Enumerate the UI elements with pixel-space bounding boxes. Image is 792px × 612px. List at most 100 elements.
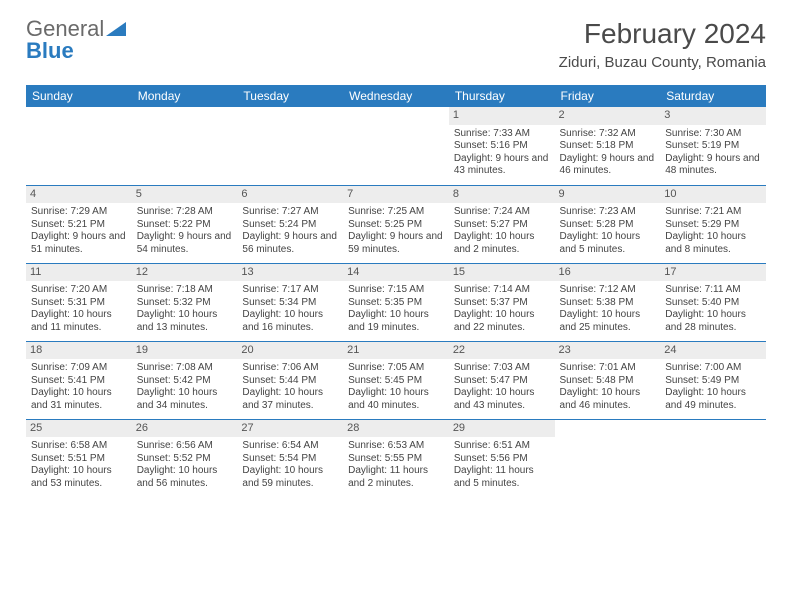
- daylight-text: Daylight: 10 hours and 53 minutes.: [30, 465, 128, 490]
- daylight-text: Daylight: 10 hours and 43 minutes.: [453, 387, 551, 412]
- calendar-day-cell: 10 Sunrise: 7:21 AMSunset: 5:29 PMDayligh…: [660, 185, 766, 263]
- daylight-text: Daylight: 9 hours and 59 minutes.: [347, 231, 445, 256]
- sunrise-text: Sunrise: 7:17 AM: [241, 284, 339, 297]
- weekday-header: Wednesday: [343, 85, 449, 107]
- sunrise-text: Sunrise: 6:53 AM: [347, 440, 445, 453]
- calendar-week-row: 11Sunrise: 7:20 AMSunset: 5:31 PMDayligh…: [26, 263, 766, 341]
- sunset-text: Sunset: 5:54 PM: [241, 453, 339, 466]
- sunrise-text: Sunrise: 7:24 AM: [453, 206, 551, 219]
- calendar-day-cell: 4Sunrise: 7:29 AMSunset: 5:21 PMDaylight…: [26, 185, 132, 263]
- calendar-day-cell: 5Sunrise: 7:28 AMSunset: 5:22 PMDaylight…: [132, 185, 238, 263]
- daylight-text: Daylight: 11 hours and 2 minutes.: [347, 465, 445, 490]
- sunrise-text: Sunrise: 7:29 AM: [30, 206, 128, 219]
- day-number: 10: [660, 186, 766, 204]
- calendar-week-row: 25Sunrise: 6:58 AMSunset: 5:51 PMDayligh…: [26, 419, 766, 497]
- daylight-text: Daylight: 10 hours and 40 minutes.: [347, 387, 445, 412]
- day-number: 2: [555, 107, 661, 125]
- sunset-text: Sunset: 5:21 PM: [30, 219, 128, 232]
- sunset-text: Sunset: 5:24 PM: [241, 219, 339, 232]
- weekday-header: Monday: [132, 85, 238, 107]
- sunset-text: Sunset: 5:42 PM: [136, 375, 234, 388]
- logo-text-blue: Blue: [26, 38, 74, 63]
- logo: General Blue: [26, 18, 128, 62]
- sunset-text: Sunset: 5:51 PM: [30, 453, 128, 466]
- day-number: 8: [449, 186, 555, 204]
- daylight-text: Daylight: 9 hours and 48 minutes.: [664, 153, 762, 178]
- day-number: 18: [26, 342, 132, 360]
- sunset-text: Sunset: 5:56 PM: [453, 453, 551, 466]
- calendar-day-cell: 19Sunrise: 7:08 AMSunset: 5:42 PMDayligh…: [132, 341, 238, 419]
- day-number: 9: [555, 186, 661, 204]
- day-number: 5: [132, 186, 238, 204]
- calendar-week-row: 1Sunrise: 7:33 AMSunset: 5:16 PMDaylight…: [26, 107, 766, 185]
- calendar-day-cell: 26Sunrise: 6:56 AMSunset: 5:52 PMDayligh…: [132, 419, 238, 497]
- sunrise-text: Sunrise: 7:01 AM: [559, 362, 657, 375]
- sunrise-text: Sunrise: 7:23 AM: [559, 206, 657, 219]
- sunrise-text: Sunrise: 7:00 AM: [664, 362, 762, 375]
- sunset-text: Sunset: 5:28 PM: [559, 219, 657, 232]
- sunset-text: Sunset: 5:27 PM: [453, 219, 551, 232]
- calendar-day-cell: 23Sunrise: 7:01 AMSunset: 5:48 PMDayligh…: [555, 341, 661, 419]
- calendar-day-cell: 25Sunrise: 6:58 AMSunset: 5:51 PMDayligh…: [26, 419, 132, 497]
- calendar-day-cell: 28Sunrise: 6:53 AMSunset: 5:55 PMDayligh…: [343, 419, 449, 497]
- logo-triangle-icon: [106, 20, 128, 38]
- calendar-day-cell: 6Sunrise: 7:27 AMSunset: 5:24 PMDaylight…: [237, 185, 343, 263]
- daylight-text: Daylight: 9 hours and 46 minutes.: [559, 153, 657, 178]
- calendar-day-cell: 1Sunrise: 7:33 AMSunset: 5:16 PMDaylight…: [449, 107, 555, 185]
- calendar-day-cell: 3Sunrise: 7:30 AMSunset: 5:19 PMDaylight…: [660, 107, 766, 185]
- calendar-day-cell: 9Sunrise: 7:23 AMSunset: 5:28 PMDaylight…: [555, 185, 661, 263]
- sunset-text: Sunset: 5:55 PM: [347, 453, 445, 466]
- sunrise-text: Sunrise: 6:54 AM: [241, 440, 339, 453]
- calendar-day-cell: [26, 107, 132, 185]
- daylight-text: Daylight: 10 hours and 46 minutes.: [559, 387, 657, 412]
- day-number: 22: [449, 342, 555, 360]
- sunset-text: Sunset: 5:48 PM: [559, 375, 657, 388]
- weekday-header: Tuesday: [237, 85, 343, 107]
- day-number: 24: [660, 342, 766, 360]
- daylight-text: Daylight: 9 hours and 51 minutes.: [30, 231, 128, 256]
- sunset-text: Sunset: 5:29 PM: [664, 219, 762, 232]
- sunrise-text: Sunrise: 7:33 AM: [453, 128, 551, 141]
- day-number: 19: [132, 342, 238, 360]
- page-title: February 2024: [559, 18, 766, 50]
- calendar-day-cell: 21Sunrise: 7:05 AMSunset: 5:45 PMDayligh…: [343, 341, 449, 419]
- sunrise-text: Sunrise: 7:03 AM: [453, 362, 551, 375]
- sunrise-text: Sunrise: 7:21 AM: [664, 206, 762, 219]
- calendar-day-cell: 12Sunrise: 7:18 AMSunset: 5:32 PMDayligh…: [132, 263, 238, 341]
- location-text: Ziduri, Buzau County, Romania: [559, 54, 766, 71]
- sunrise-text: Sunrise: 7:06 AM: [241, 362, 339, 375]
- sunrise-text: Sunrise: 7:32 AM: [559, 128, 657, 141]
- daylight-text: Daylight: 10 hours and 37 minutes.: [241, 387, 339, 412]
- calendar-day-cell: 16Sunrise: 7:12 AMSunset: 5:38 PMDayligh…: [555, 263, 661, 341]
- calendar-day-cell: 7Sunrise: 7:25 AMSunset: 5:25 PMDaylight…: [343, 185, 449, 263]
- day-number: 21: [343, 342, 449, 360]
- calendar-day-cell: 15Sunrise: 7:14 AMSunset: 5:37 PMDayligh…: [449, 263, 555, 341]
- sunset-text: Sunset: 5:32 PM: [136, 297, 234, 310]
- calendar-day-cell: 17Sunrise: 7:11 AMSunset: 5:40 PMDayligh…: [660, 263, 766, 341]
- daylight-text: Daylight: 10 hours and 8 minutes.: [664, 231, 762, 256]
- weekday-header: Sunday: [26, 85, 132, 107]
- daylight-text: Daylight: 10 hours and 59 minutes.: [241, 465, 339, 490]
- sunset-text: Sunset: 5:37 PM: [453, 297, 551, 310]
- sunrise-text: Sunrise: 7:14 AM: [453, 284, 551, 297]
- calendar-day-cell: [132, 107, 238, 185]
- sunrise-text: Sunrise: 7:11 AM: [664, 284, 762, 297]
- sunset-text: Sunset: 5:41 PM: [30, 375, 128, 388]
- header: General Blue February 2024 Ziduri, Buzau…: [26, 18, 766, 71]
- sunset-text: Sunset: 5:31 PM: [30, 297, 128, 310]
- sunset-text: Sunset: 5:49 PM: [664, 375, 762, 388]
- calendar-day-cell: 13Sunrise: 7:17 AMSunset: 5:34 PMDayligh…: [237, 263, 343, 341]
- day-number: 6: [237, 186, 343, 204]
- sunrise-text: Sunrise: 7:25 AM: [347, 206, 445, 219]
- sunset-text: Sunset: 5:25 PM: [347, 219, 445, 232]
- sunrise-text: Sunrise: 7:28 AM: [136, 206, 234, 219]
- calendar-table: Sunday Monday Tuesday Wednesday Thursday…: [26, 85, 766, 497]
- sunrise-text: Sunrise: 7:09 AM: [30, 362, 128, 375]
- day-number: 27: [237, 420, 343, 438]
- sunset-text: Sunset: 5:35 PM: [347, 297, 445, 310]
- sunrise-text: Sunrise: 6:56 AM: [136, 440, 234, 453]
- daylight-text: Daylight: 10 hours and 13 minutes.: [136, 309, 234, 334]
- sunset-text: Sunset: 5:22 PM: [136, 219, 234, 232]
- day-number: 26: [132, 420, 238, 438]
- calendar-day-cell: 22Sunrise: 7:03 AMSunset: 5:47 PMDayligh…: [449, 341, 555, 419]
